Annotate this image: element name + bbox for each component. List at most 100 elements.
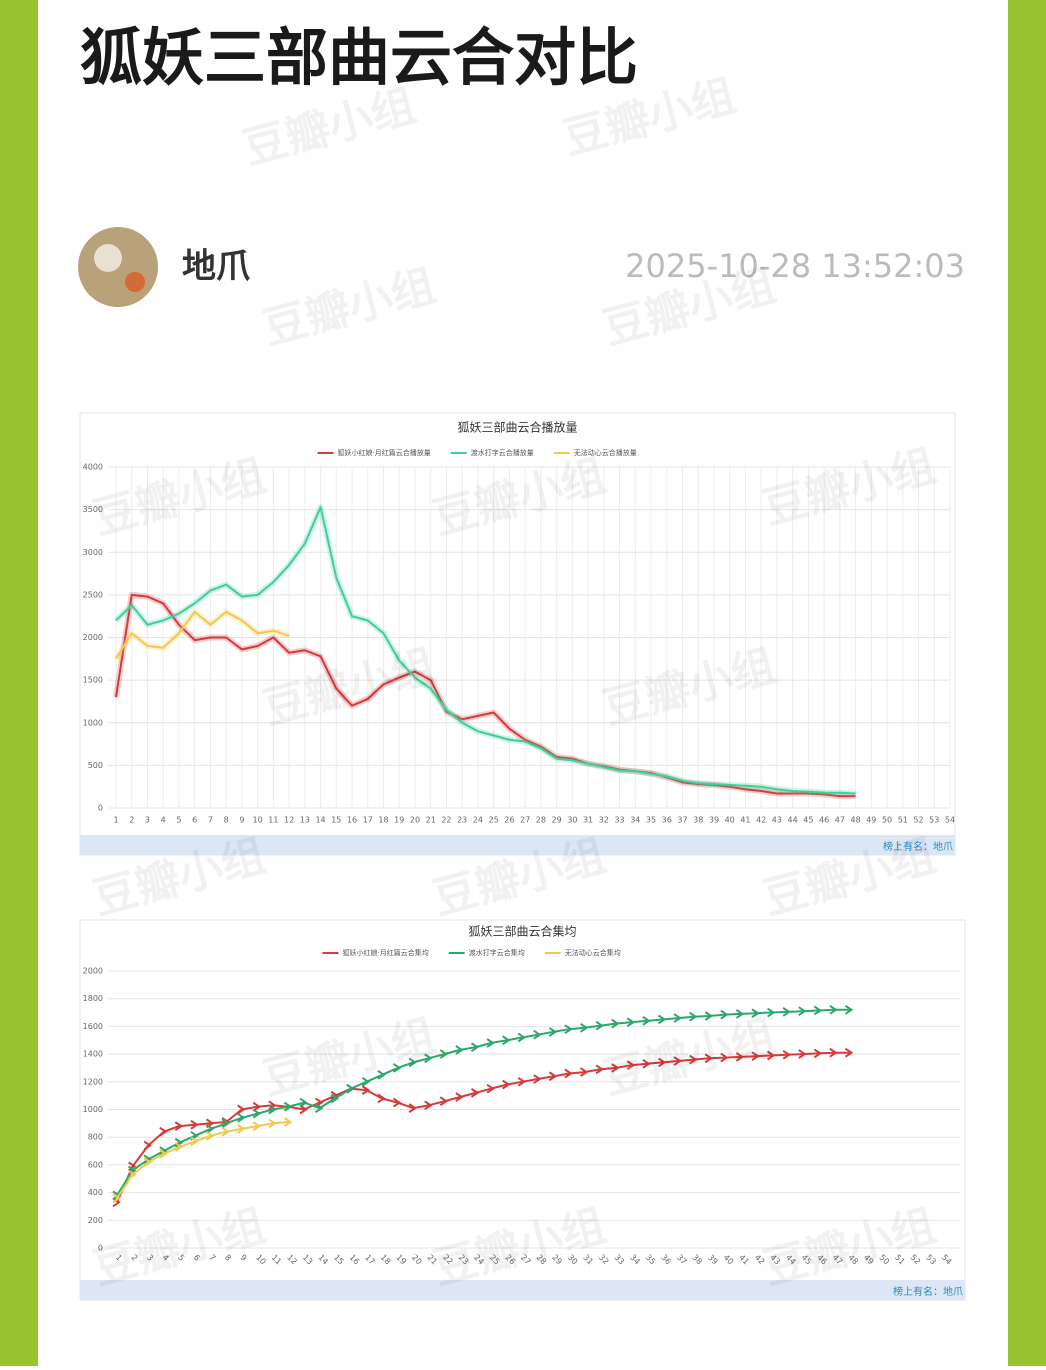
- point-marker: [844, 1047, 854, 1058]
- y-tick-label: 2500: [83, 590, 103, 599]
- point-marker: [346, 1083, 355, 1094]
- x-tick-label: 31: [583, 816, 593, 825]
- point-marker: [361, 1076, 371, 1087]
- post-title: 狐妖三部曲云合对比: [80, 21, 638, 94]
- y-tick-label: 1500: [83, 676, 103, 685]
- point-marker: [330, 1093, 339, 1104]
- y-tick-label: 800: [88, 1133, 103, 1142]
- point-marker: [533, 1029, 542, 1040]
- x-tick-label: 40: [725, 816, 735, 825]
- x-tick-label: 38: [693, 816, 703, 825]
- x-tick-label: 48: [850, 816, 860, 825]
- point-marker: [252, 1121, 262, 1131]
- x-tick-label: 51: [898, 816, 908, 825]
- point-marker: [190, 1119, 199, 1130]
- x-tick-label: 33: [614, 816, 624, 825]
- timestamp: 2025-10-28 13:52:03: [625, 247, 965, 285]
- point-marker: [798, 1006, 807, 1016]
- point-marker: [548, 1071, 558, 1082]
- point-marker: [143, 1140, 152, 1151]
- point-marker: [424, 1053, 433, 1064]
- point-marker: [735, 1052, 745, 1062]
- x-tick-label: 5: [176, 1253, 186, 1263]
- x-tick-label: 45: [803, 816, 813, 825]
- point-marker: [237, 1112, 246, 1123]
- point-marker: [689, 1011, 698, 1022]
- y-tick-label: 1000: [83, 718, 103, 727]
- y-tick-label: 600: [88, 1160, 103, 1169]
- point-marker: [813, 1005, 823, 1016]
- legend-label: 狐妖小红娘·月红篇云合集均: [343, 948, 429, 957]
- point-marker: [268, 1118, 277, 1129]
- x-tick-label: 36: [662, 816, 672, 825]
- x-tick-label: 43: [772, 816, 782, 825]
- x-tick-label: 46: [819, 816, 829, 825]
- x-tick-label: 9: [238, 1253, 248, 1263]
- point-marker: [611, 1018, 620, 1029]
- point-marker: [128, 1169, 137, 1180]
- point-marker: [174, 1121, 184, 1131]
- point-marker: [392, 1097, 402, 1108]
- avatar-detail: [94, 244, 122, 272]
- point-marker: [252, 1101, 262, 1112]
- point-marker: [782, 1007, 791, 1017]
- x-tick-label: 37: [677, 816, 687, 825]
- x-tick-label: 17: [363, 816, 373, 825]
- source-label: 榜上有名：地爪: [893, 1285, 963, 1298]
- x-tick-label: 2: [129, 816, 134, 825]
- point-marker: [657, 1057, 667, 1068]
- y-tick-label: 4000: [83, 463, 103, 472]
- y-tick-label: 1600: [83, 1022, 103, 1031]
- point-marker: [720, 1009, 729, 1020]
- point-marker: [704, 1011, 714, 1021]
- point-marker: [159, 1146, 168, 1156]
- point-marker: [408, 1057, 417, 1068]
- x-tick-label: 15: [331, 816, 341, 825]
- x-tick-label: 23: [457, 816, 467, 825]
- x-tick-label: 54: [945, 816, 955, 825]
- point-marker: [470, 1088, 480, 1098]
- legend-label: 狐妖小红娘·月红篇云合播放量: [338, 448, 431, 457]
- y-tick-label: 2000: [83, 967, 103, 976]
- point-marker: [190, 1136, 199, 1147]
- point-marker: [205, 1130, 215, 1141]
- x-tick-label: 4: [161, 1253, 171, 1263]
- point-marker: [798, 1049, 807, 1059]
- point-marker: [767, 1050, 776, 1061]
- point-marker: [673, 1013, 682, 1023]
- x-tick-label: 20: [410, 816, 420, 825]
- chart-footer: [80, 835, 955, 855]
- point-marker: [751, 1008, 760, 1019]
- point-marker: [268, 1104, 277, 1115]
- point-marker: [751, 1051, 760, 1062]
- x-tick-label: 11: [268, 816, 278, 825]
- point-marker: [237, 1104, 246, 1115]
- chart-title: 狐妖三部曲云合播放量: [457, 420, 577, 435]
- point-marker: [283, 1117, 293, 1127]
- x-tick-label: 24: [473, 816, 483, 825]
- x-tick-label: 13: [300, 816, 310, 825]
- point-marker: [143, 1154, 152, 1165]
- chart-footer: [80, 1280, 965, 1300]
- author-name[interactable]: 地爪: [182, 247, 250, 287]
- point-marker: [205, 1124, 215, 1134]
- legend-label: 无法动心云合播放量: [574, 448, 637, 457]
- point-marker: [502, 1079, 511, 1090]
- x-tick-label: 47: [835, 816, 845, 825]
- point-marker: [564, 1068, 573, 1079]
- y-tick-label: 200: [88, 1216, 103, 1225]
- point-marker: [767, 1007, 776, 1018]
- y-tick-label: 0: [98, 804, 103, 813]
- point-marker: [689, 1054, 698, 1065]
- point-marker: [159, 1126, 168, 1137]
- point-marker: [424, 1100, 433, 1111]
- point-marker: [626, 1017, 636, 1028]
- point-marker: [439, 1049, 449, 1059]
- x-tick-label: 52: [913, 816, 923, 825]
- point-marker: [735, 1009, 745, 1019]
- point-marker: [611, 1063, 620, 1073]
- x-tick-label: 28: [536, 816, 546, 825]
- point-marker: [517, 1076, 527, 1087]
- chart-title: 狐妖三部曲云合集均: [468, 924, 576, 939]
- y-tick-label: 1000: [83, 1105, 103, 1114]
